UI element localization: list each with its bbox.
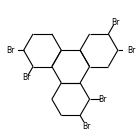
Text: Br: Br [83, 122, 91, 131]
Text: Br: Br [99, 95, 107, 104]
Text: Br: Br [6, 46, 15, 55]
Text: Br: Br [111, 18, 119, 27]
Text: Br: Br [127, 46, 135, 55]
Text: Br: Br [22, 73, 31, 82]
